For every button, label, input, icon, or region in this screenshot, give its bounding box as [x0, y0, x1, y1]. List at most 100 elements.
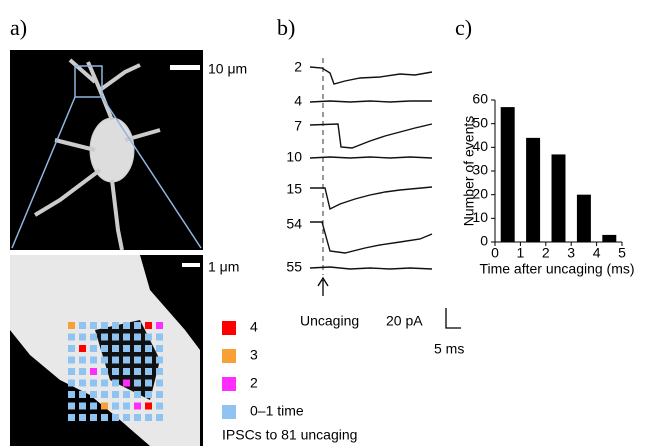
trace-labels: 2 4 7 10 15 54 55	[286, 59, 302, 275]
grid-site	[112, 322, 119, 329]
y-axis-label: Number of events	[461, 116, 477, 227]
scale-label: 5 ms	[434, 341, 464, 357]
grid-site	[112, 414, 119, 421]
grid-site	[68, 356, 75, 364]
x-axis-label: Time after uncaging (ms)	[479, 261, 634, 277]
x-tick-label: 4	[593, 245, 601, 261]
grid-site	[79, 333, 86, 341]
legend-swatch	[222, 405, 236, 419]
legend-label: 4	[250, 319, 258, 335]
trace-label: 10	[286, 149, 302, 165]
grid-site	[134, 368, 141, 375]
grid-site	[68, 322, 75, 329]
y-tick-label: 30	[472, 162, 488, 178]
trace	[310, 221, 433, 254]
grid-site	[68, 391, 75, 398]
grid-site	[112, 345, 119, 352]
grid-site	[123, 345, 130, 352]
grid-site	[123, 368, 130, 375]
grid-site	[68, 379, 75, 387]
y-tick-label: 50	[472, 114, 488, 130]
y-tick-label: 60	[472, 91, 488, 107]
y-tick-label: 20	[472, 185, 488, 201]
legend-swatch	[222, 349, 236, 363]
grid-site	[79, 345, 86, 352]
grid-site	[134, 402, 141, 410]
grid-site	[123, 322, 130, 329]
grid-site	[90, 402, 97, 410]
grid-site	[90, 368, 97, 375]
bar	[576, 194, 591, 242]
grid-site	[112, 368, 119, 375]
grid-site	[101, 333, 108, 341]
grid-site	[79, 356, 86, 364]
inset-lines	[11, 96, 202, 249]
grid-site	[68, 414, 75, 421]
x-tick-label: 5	[618, 245, 626, 261]
grid-site	[123, 414, 130, 421]
trace	[310, 186, 433, 211]
grid-site	[68, 345, 75, 352]
grid-site	[90, 345, 97, 352]
trace	[309, 123, 433, 149]
grid-site	[145, 322, 152, 329]
grid-site	[101, 322, 108, 329]
grid-site	[79, 391, 86, 398]
grid-site	[101, 391, 108, 398]
legend: 4 3 2 0–1 time	[222, 319, 304, 419]
stimulus-label: Uncaging	[300, 313, 359, 329]
bar	[526, 137, 541, 242]
grid-site	[156, 345, 163, 352]
bar	[602, 234, 617, 242]
grid-site	[101, 356, 108, 364]
grid-site	[145, 391, 152, 398]
grid-site	[79, 379, 86, 387]
trace-label: 54	[286, 216, 302, 232]
legend-label: 3	[250, 347, 258, 363]
legend-swatch	[222, 377, 236, 391]
grid-site	[156, 322, 163, 329]
grid-site	[68, 333, 75, 341]
grid-site	[112, 356, 119, 364]
grid-site	[134, 322, 141, 329]
grid-site	[79, 368, 86, 375]
grid-site	[145, 414, 152, 421]
grid-site	[145, 345, 152, 352]
grid-site	[134, 391, 141, 398]
panel-label: c)	[455, 15, 472, 40]
grid-site	[79, 322, 86, 329]
grid-site	[123, 391, 130, 398]
scale-label: 20 pA	[386, 313, 423, 329]
grid-site	[156, 402, 163, 410]
grid-site	[145, 402, 152, 410]
grid-site	[145, 333, 152, 341]
grid-site	[112, 402, 119, 410]
legend-swatch	[222, 321, 236, 335]
grid-site	[145, 379, 152, 387]
grid-site	[156, 356, 163, 364]
grid-site	[90, 391, 97, 398]
grid-site	[79, 414, 86, 421]
grid-site	[90, 379, 97, 387]
grid-site	[134, 333, 141, 341]
trace	[309, 66, 433, 85]
legend-label: 2	[250, 375, 258, 391]
panel-label: a)	[10, 15, 27, 40]
grid-site	[90, 356, 97, 364]
grid-site	[156, 414, 163, 421]
grid-site	[134, 356, 141, 364]
grid-site	[112, 333, 119, 341]
grid-site	[123, 379, 130, 387]
grid-site	[101, 345, 108, 352]
legend-label: 0–1 time	[250, 403, 304, 419]
trace	[309, 156, 433, 159]
grid-site	[123, 402, 130, 410]
scale-bar	[182, 263, 200, 267]
trace-label: 2	[294, 59, 302, 75]
grid-site	[79, 402, 86, 410]
bar	[500, 107, 515, 242]
grid-site	[145, 356, 152, 364]
